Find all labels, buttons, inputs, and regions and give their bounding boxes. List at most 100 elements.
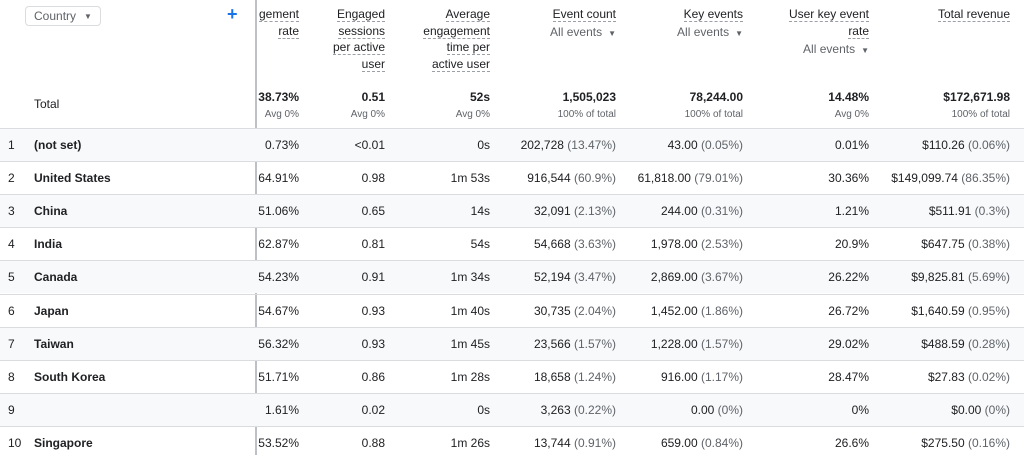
metric-value: 54.23%	[258, 270, 299, 285]
metric-share: (0.16%)	[964, 435, 1010, 450]
metric-cell: $149,099.74 (86.35%)	[891, 171, 1010, 185]
country-name: India	[34, 237, 63, 252]
metric-value: $0.00	[951, 402, 982, 417]
metric-cell: 1m 53s	[451, 171, 490, 185]
metric-share: (79.01%)	[690, 171, 743, 186]
metric-value: 1m 45s	[450, 336, 490, 351]
metric-value: 26.6%	[834, 435, 869, 450]
metric-share: (2.53%)	[697, 237, 743, 252]
metric-cell: 64.91%	[258, 171, 299, 185]
event-filter-selector[interactable]: All events ▼	[633, 24, 743, 43]
table-row[interactable]: 7 Taiwan 56.32% 0.93 1m 45s 23,566 (1.57%) 1,2…	[0, 326, 1024, 360]
metric-value: 32,091	[533, 204, 571, 219]
metric-cell: 32,091 (2.13%)	[534, 204, 616, 218]
metric-cell: 244.00 (0.31%)	[661, 204, 743, 218]
metric-value: 53.52%	[258, 435, 299, 450]
table-row[interactable]: 1 (not set) 0.73% <0.01 0s 202,728 (13.47%) 43…	[0, 128, 1024, 161]
metric-value: $149,099.74	[891, 171, 958, 186]
metric-value: 0.93	[361, 336, 385, 351]
column-header[interactable]: User key event rate All events ▼	[749, 6, 869, 60]
country-name: South Korea	[34, 369, 106, 384]
country-name: Canada	[34, 270, 78, 285]
metric-value: 0.86	[361, 369, 385, 384]
metric-value: 1,978.00	[650, 237, 698, 252]
row-index: 4	[8, 237, 15, 252]
metric-value: 202,728	[520, 138, 564, 152]
column-header[interactable]: Engaged sessions per active user	[305, 6, 385, 72]
country-name: China	[34, 204, 68, 219]
country-name: (not set)	[34, 138, 82, 152]
metric-cell: 51.06%	[258, 204, 299, 218]
metric-cell: 202,728 (13.47%)	[521, 138, 616, 152]
event-filter-selector[interactable]: All events ▼	[506, 24, 616, 43]
column-title: user	[361, 56, 385, 72]
metric-value: 18,658	[533, 369, 571, 384]
metric-value: 28.47%	[828, 369, 869, 384]
metric-cell: 1,452.00 (1.86%)	[651, 304, 743, 318]
metric-share: (0.31%)	[697, 204, 743, 219]
metric-value: 3,263	[540, 402, 571, 417]
metric-cell: 54.23%	[258, 270, 299, 284]
metric-share: (0.02%)	[964, 369, 1010, 384]
column-title: per active	[332, 40, 385, 55]
column-title: Total revenue	[937, 7, 1010, 22]
metric-value: 0.00	[690, 402, 715, 417]
table-row[interactable]: 9 1.61% 0.02 0s 3,263 (0.22%) 0.00 (0%) 0% $0.0…	[0, 392, 1024, 426]
metric-cell: $1,640.59 (0.95%)	[911, 304, 1010, 318]
table-row[interactable]: 4 India 62.87% 0.81 54s 54,668 (3.63%) 1,978.0…	[0, 227, 1024, 260]
metric-cell: 26.22%	[828, 270, 869, 284]
table-row[interactable]: 8 South Korea 51.71% 0.86 1m 28s 18,658 (1.24…	[0, 359, 1024, 393]
metric-value: 1m 26s	[450, 435, 490, 450]
column-header[interactable]: Average engagement time per active user	[390, 6, 490, 72]
metric-value: 54,668	[533, 237, 571, 252]
dimension-selector[interactable]: Country ▼	[25, 6, 101, 26]
metric-cell: 0.86	[362, 370, 385, 384]
metric-cell: $275.50 (0.16%)	[921, 436, 1010, 450]
metric-cell: 30,735 (2.04%)	[534, 304, 616, 318]
column-header[interactable]: gement rate	[255, 6, 299, 39]
table-row[interactable]: 6 Japan 54.67% 0.93 1m 40s 30,735 (2.04%) 1,45…	[0, 293, 1024, 327]
row-index: 3	[8, 204, 15, 219]
metric-value: 916.00	[660, 369, 698, 384]
column-title: Event count	[552, 7, 616, 22]
metric-value: 64.91%	[258, 171, 299, 186]
column-header[interactable]: Total revenue	[900, 6, 1010, 23]
metric-share: (1.57%)	[697, 336, 743, 351]
metric-share: (1.17%)	[697, 369, 743, 384]
total-subtext: Avg 0%	[455, 109, 490, 120]
metric-value: <0.01	[354, 138, 385, 152]
metric-value: 1.21%	[834, 204, 869, 219]
metric-share: (0.3%)	[971, 204, 1010, 219]
event-filter-selector[interactable]: All events ▼	[749, 41, 869, 60]
total-subtext: 100% of total	[557, 109, 616, 120]
total-subtext: Avg 0%	[350, 109, 385, 120]
table-row[interactable]: 3 China 51.06% 0.65 14s 32,091 (2.13%) 244.00 …	[0, 194, 1024, 228]
total-number: 0.51	[361, 90, 385, 104]
table-row[interactable]: 2 United States 64.91% 0.98 1m 53s 916,544 (6…	[0, 161, 1024, 194]
column-header[interactable]: Key events All events ▼	[633, 6, 743, 42]
column-title: sessions	[338, 23, 385, 39]
event-filter-label: All events	[803, 42, 856, 56]
metric-cell: 0.02	[362, 403, 385, 417]
metric-cell: 0.91	[362, 270, 385, 284]
table-row[interactable]: 10 Singapore 53.52% 0.88 1m 26s 13,744 (0.91%…	[0, 425, 1024, 459]
metric-cell: $488.59 (0.28%)	[921, 337, 1010, 351]
column-header[interactable]: Event count All events ▼	[506, 6, 616, 42]
table-row[interactable]: 5 Canada 54.23% 0.91 1m 34s 52,194 (3.47%) 2,8…	[0, 260, 1024, 294]
total-number: 38.73%	[258, 90, 299, 104]
metric-value: 0.02	[361, 402, 385, 417]
total-value: 38.73% Avg 0%	[189, 90, 299, 120]
metric-cell: 659.00 (0.84%)	[661, 436, 743, 450]
metric-value: 56.32%	[258, 336, 299, 351]
metric-share: (2.04%)	[570, 303, 616, 318]
metric-value: 916,544	[527, 171, 571, 186]
metric-cell: 1.21%	[835, 204, 869, 218]
add-dimension-icon[interactable]: +	[227, 4, 238, 24]
metric-cell: 0.88	[362, 436, 385, 450]
metric-value: 0.81	[361, 237, 385, 252]
metric-cell: 28.47%	[828, 370, 869, 384]
metric-share: (5.69%)	[964, 270, 1010, 285]
metric-share: (1.24%)	[570, 369, 616, 384]
row-index: 8	[8, 369, 15, 384]
metric-cell: $27.83 (0.02%)	[928, 370, 1010, 384]
